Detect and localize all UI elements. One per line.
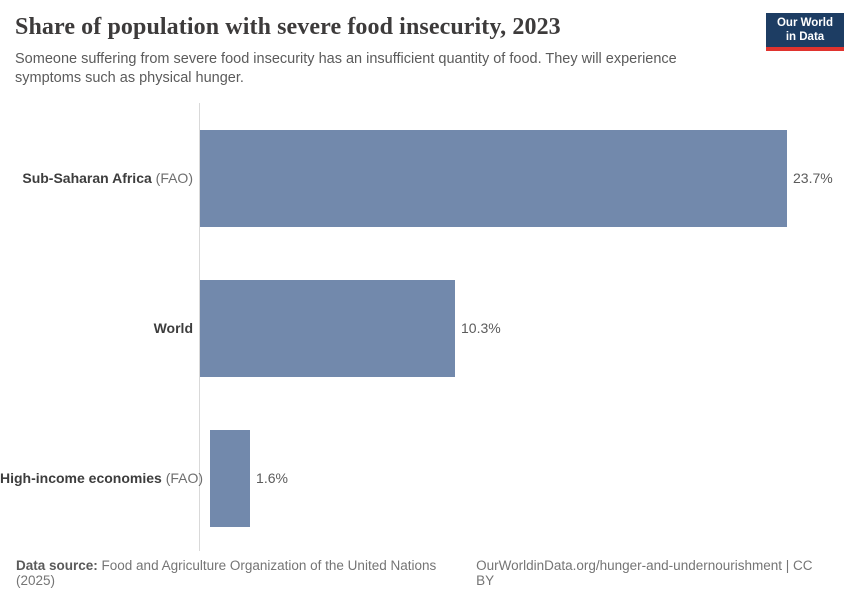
bar-high-income-economies[interactable] (210, 429, 251, 527)
chart-subtitle: Someone suffering from severe food insec… (15, 51, 677, 87)
data-source-text: Food and Agriculture Organization of the… (16, 558, 437, 588)
value-label: 10.3% (461, 320, 501, 336)
category-name: World (153, 320, 193, 336)
bar-track: 23.7% (200, 129, 850, 227)
chart-title: Share of population with severe food ins… (15, 14, 561, 40)
category-name: Sub-Saharan Africa (22, 170, 152, 186)
bar-row-sub-saharan-africa: Sub-Saharan Africa (FAO) 23.7% (0, 103, 850, 253)
chart-header: Share of population with severe food ins… (15, 14, 835, 88)
category-label: World (0, 320, 193, 336)
owid-url-link[interactable]: OurWorldinData.org/hunger-and-undernouri… (476, 558, 813, 588)
bar-track: 1.6% (210, 429, 850, 527)
category-suffix: (FAO) (165, 470, 204, 486)
category-label: Sub-Saharan Africa (FAO) (0, 170, 193, 186)
category-label: High-income economies (FAO) (0, 470, 203, 486)
chart-footer: Data source: Food and Agriculture Organi… (16, 558, 832, 588)
y-axis-line (199, 103, 200, 551)
bar-row-world: World 10.3% (0, 253, 850, 403)
value-label: 1.6% (256, 470, 288, 486)
owid-logo-line2: in Data (785, 31, 825, 44)
data-source-note: Data source: Food and Agriculture Organi… (16, 558, 476, 588)
owid-logo[interactable]: Our World in Data (766, 13, 844, 51)
bar-sub-saharan-africa[interactable] (200, 129, 787, 227)
category-suffix: (FAO) (155, 170, 193, 186)
bar-chart: Sub-Saharan Africa (FAO) 23.7% World 10.… (0, 103, 850, 553)
data-source-label: Data source: (16, 558, 98, 573)
bar-track: 10.3% (200, 279, 850, 377)
bar-row-high-income-economies: High-income economies (FAO) 1.6% (0, 403, 850, 553)
bar-world[interactable] (200, 279, 455, 377)
value-label: 23.7% (793, 170, 833, 186)
owid-logo-line1: Our World (776, 17, 833, 29)
category-name: High-income economies (0, 470, 162, 486)
